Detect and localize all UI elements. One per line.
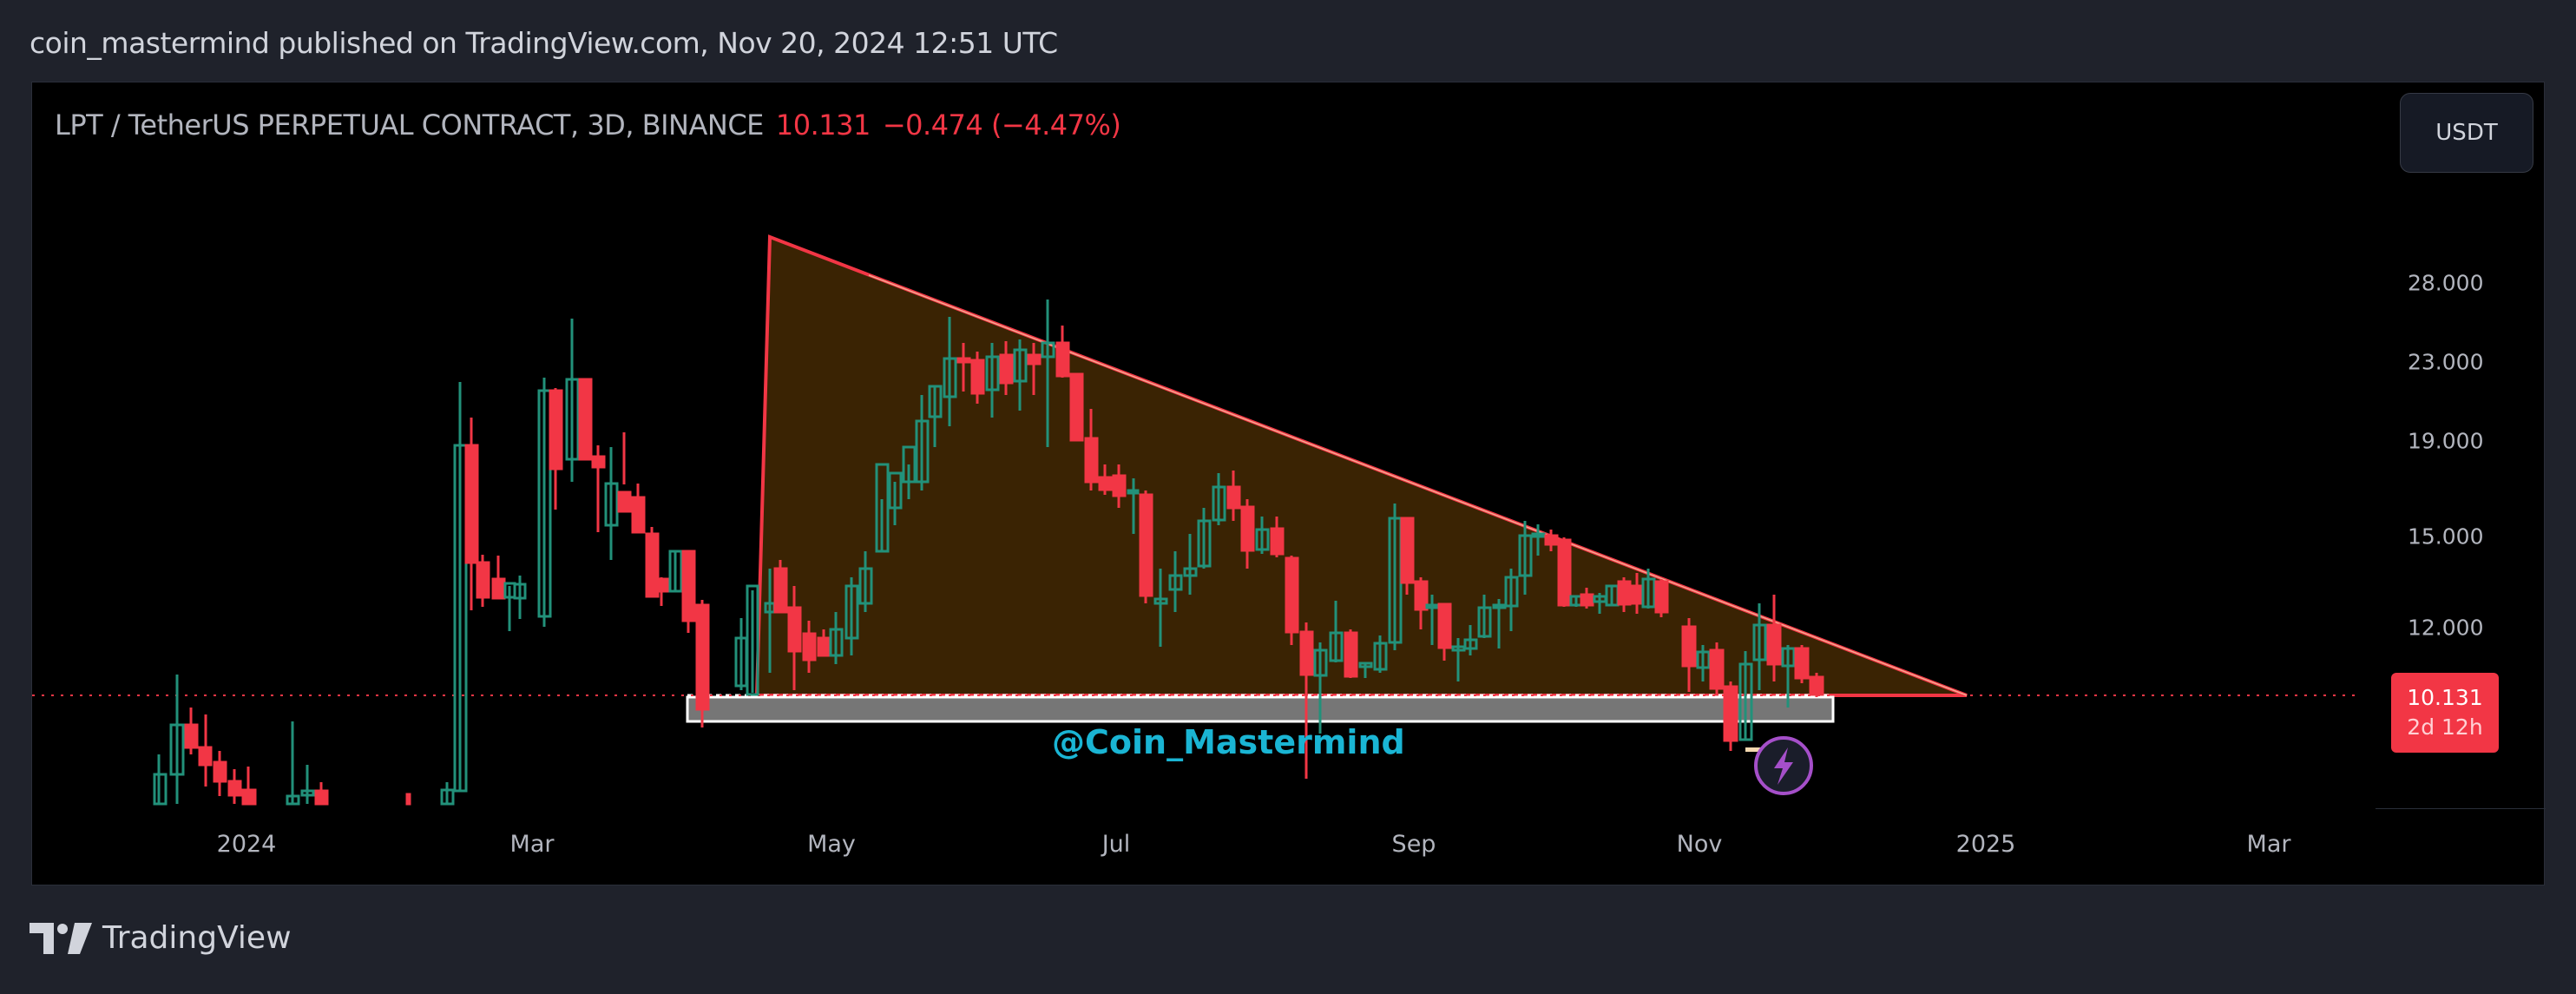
time-tick: Mar <box>2246 831 2291 858</box>
chart-pane[interactable]: LPT / TetherUS PERPETUAL CONTRACT, 3D, B… <box>31 82 2546 886</box>
last-price-value: 10.131 <box>2407 685 2483 711</box>
price-tick: 12.000 <box>2408 615 2484 641</box>
legend-change: −0.474 (−4.47%) <box>882 109 1121 142</box>
time-tick: Mar <box>509 831 555 858</box>
time-tick: Sep <box>1391 831 1436 858</box>
support-zone <box>686 695 1835 723</box>
last-price-badge: 10.131 2d 12h <box>2391 673 2499 753</box>
candles <box>153 300 1824 806</box>
time-tick: May <box>807 831 856 858</box>
author-watermark: @Coin_Mastermind <box>1052 723 1405 761</box>
bar-countdown: 2d 12h <box>2407 714 2483 740</box>
time-tick: 2025 <box>1955 831 2016 858</box>
time-tick: 2024 <box>216 831 277 858</box>
brand-name: TradingView <box>102 920 292 956</box>
price-tick: 28.000 <box>2408 270 2484 296</box>
axis-separator <box>2376 808 2546 809</box>
symbol-title: LPT / TetherUS PERPETUAL CONTRACT, 3D, B… <box>55 109 764 142</box>
descending-triangle <box>754 234 1968 697</box>
time-tick: Nov <box>1676 831 1723 858</box>
tradingview-logo-icon <box>30 922 92 954</box>
price-tick: 15.000 <box>2408 523 2484 550</box>
time-tick: Jul <box>1101 831 1131 858</box>
published-caption: coin_mastermind published on TradingView… <box>30 26 1058 60</box>
tradingview-logo[interactable]: TradingView <box>30 920 292 956</box>
lightning-bolt-icon[interactable] <box>1753 735 1814 796</box>
currency-button[interactable]: USDT <box>2400 93 2533 173</box>
price-plot[interactable] <box>32 82 2546 886</box>
symbol-legend: LPT / TetherUS PERPETUAL CONTRACT, 3D, B… <box>55 109 1121 142</box>
price-tick: 19.000 <box>2408 428 2484 454</box>
price-tick: 23.000 <box>2408 349 2484 375</box>
legend-last-price: 10.131 <box>775 109 871 142</box>
